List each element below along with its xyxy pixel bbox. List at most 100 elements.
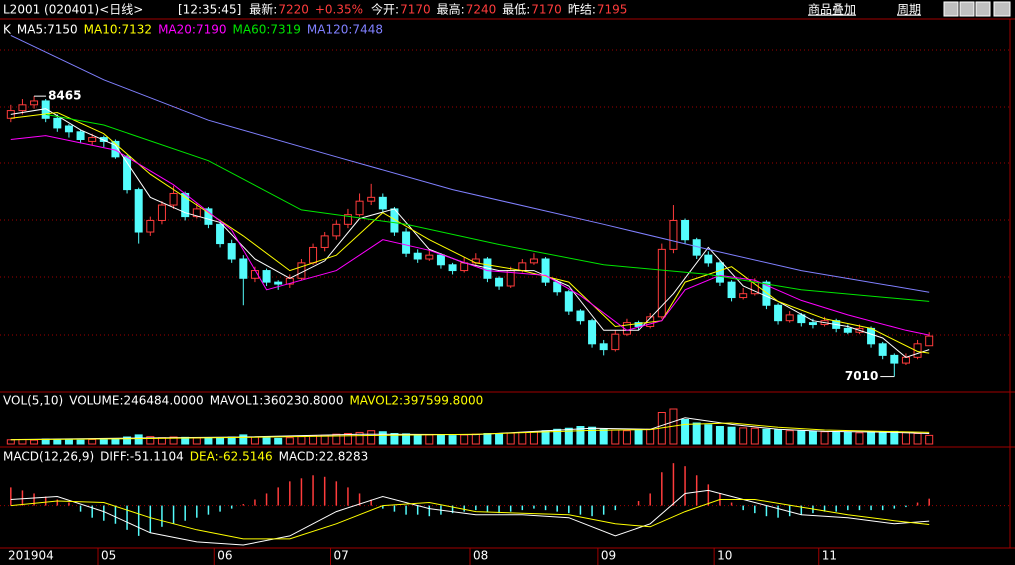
nav-button[interactable]: [993, 1, 1011, 17]
candle-body: [239, 258, 248, 279]
candle-body: [309, 246, 318, 264]
annotation: 8465: [48, 89, 81, 103]
volume-bar: [99, 439, 108, 445]
candle-body: [216, 223, 225, 245]
volume-bar: [425, 434, 434, 445]
candle-body: [576, 310, 585, 322]
candle-body: [843, 327, 852, 333]
volume-bar: [448, 435, 457, 445]
quote-time: [12:35:45]: [178, 3, 241, 17]
volume-bar: [518, 431, 527, 445]
candle-body: [518, 262, 527, 272]
volume-bar: [216, 437, 225, 445]
candle-body: [448, 264, 457, 272]
legend-entry: MAVOL2:397599.8000: [349, 394, 483, 408]
indicator-line: [10, 135, 930, 336]
candle-body: [727, 281, 736, 299]
volume-bar: [367, 430, 376, 445]
candle-body: [739, 293, 748, 299]
candle-body: [669, 219, 678, 250]
candle-body: [588, 320, 597, 345]
legend-entry: MA120:7448: [307, 23, 383, 37]
candle-body: [622, 322, 631, 335]
legend-entry: MA60:7319: [233, 23, 301, 37]
volume-bar: [785, 430, 794, 445]
volume-bar: [76, 439, 85, 445]
candle-body: [704, 254, 713, 264]
quote-value: 7240: [466, 3, 497, 17]
candle-body: [99, 137, 108, 142]
volume-bar: [30, 439, 39, 445]
volume-bar: [250, 436, 259, 445]
volume-bar: [692, 422, 701, 445]
nav-button[interactable]: [959, 1, 975, 17]
candle-body: [53, 117, 62, 129]
nav-button[interactable]: [975, 1, 991, 17]
quote-label: 最新:: [249, 2, 277, 17]
volume-bar: [588, 426, 597, 445]
candle-body: [192, 208, 201, 218]
candle-body: [808, 322, 817, 326]
quote-label: 今开:: [371, 2, 399, 17]
volume-bar: [599, 428, 608, 445]
volume-bar: [111, 438, 120, 445]
candle-body: [64, 125, 73, 133]
volume-bar: [820, 431, 829, 445]
candle-body: [343, 214, 352, 225]
candle-body: [925, 335, 934, 347]
volume-bar: [843, 431, 852, 445]
nav-buttons[interactable]: [943, 1, 1011, 17]
volume-bar: [274, 437, 283, 445]
candle-body: [599, 343, 608, 351]
volume-bar: [285, 437, 294, 445]
legend-entry: MA20:7190: [158, 23, 226, 37]
volume-bar: [797, 430, 806, 445]
volume-bar: [564, 427, 573, 445]
volume-bar: [634, 429, 643, 445]
quote-value: 7170: [400, 3, 431, 17]
candle-body: [901, 356, 910, 364]
volume-bar: [192, 437, 201, 445]
quote-value: 7195: [597, 3, 628, 17]
volume-bar: [6, 439, 15, 445]
indicator-line: [10, 422, 930, 441]
indicator-line: [10, 499, 930, 540]
candle-body: [402, 231, 411, 254]
quote-label: 最低:: [502, 3, 530, 17]
date-label: 201904: [8, 549, 54, 563]
top-bar: [0, 0, 1015, 19]
indicator-line: [10, 111, 930, 354]
candle-body: [88, 137, 97, 142]
indicator-line: [10, 34, 930, 293]
volume-bar: [762, 428, 771, 445]
nav-button[interactable]: [943, 1, 959, 17]
volume-bar: [204, 437, 213, 445]
volume-bar: [529, 431, 538, 445]
volume-bar: [123, 436, 132, 445]
indicator-line: [45, 113, 930, 302]
indicator-line: [10, 489, 930, 546]
volume-bar: [402, 433, 411, 445]
candle-body: [413, 252, 422, 260]
volume-bar: [715, 426, 724, 445]
period-button[interactable]: 周期: [897, 3, 921, 17]
candle-body: [657, 248, 666, 318]
candle-body: [913, 343, 922, 358]
volume-bar: [890, 430, 899, 445]
overlay-button[interactable]: 商品叠加: [808, 2, 856, 17]
date-label: 06: [217, 549, 232, 563]
volume-bar: [913, 433, 922, 445]
date-label: 08: [473, 549, 488, 563]
symbol: L2001 (020401)<日线>: [3, 3, 143, 17]
volume-bar: [681, 419, 690, 445]
candle-body: [681, 219, 690, 241]
volume-bar: [169, 436, 178, 445]
volume-bar: [867, 431, 876, 445]
volume-bar: [774, 429, 783, 445]
volume-bar: [64, 439, 73, 445]
legend-entry: MA10:7132: [84, 23, 152, 37]
candle-body: [227, 243, 236, 260]
candle-body: [611, 333, 620, 351]
candle-body: [332, 223, 341, 237]
